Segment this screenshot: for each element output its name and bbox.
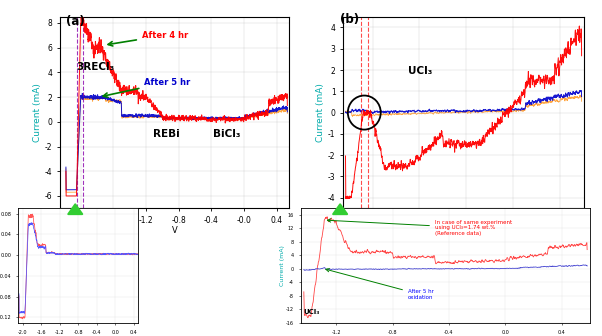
Text: (a): (a) xyxy=(66,15,85,29)
Y-axis label: Current (mA): Current (mA) xyxy=(316,83,325,142)
Text: 3RECl₃: 3RECl₃ xyxy=(76,62,115,72)
Text: REBi: REBi xyxy=(152,129,179,139)
Y-axis label: Current (mA): Current (mA) xyxy=(280,245,285,286)
Text: In case of same experiment
using UCl₃=1.74 wt.%
(Reference data): In case of same experiment using UCl₃=1.… xyxy=(327,219,512,236)
Text: After 5 hr
oxidation: After 5 hr oxidation xyxy=(326,268,434,300)
Y-axis label: Current (mA): Current (mA) xyxy=(33,83,42,142)
Text: UCl₃: UCl₃ xyxy=(408,66,432,76)
Text: UCl₃: UCl₃ xyxy=(304,309,320,315)
Text: BiCl₃: BiCl₃ xyxy=(213,129,240,139)
Text: (b): (b) xyxy=(340,13,359,26)
X-axis label: V: V xyxy=(172,226,178,235)
Text: After 4 hr: After 4 hr xyxy=(108,31,188,46)
Text: After 5 hr: After 5 hr xyxy=(103,78,191,97)
X-axis label: Voltage (V): Voltage (V) xyxy=(440,226,487,235)
